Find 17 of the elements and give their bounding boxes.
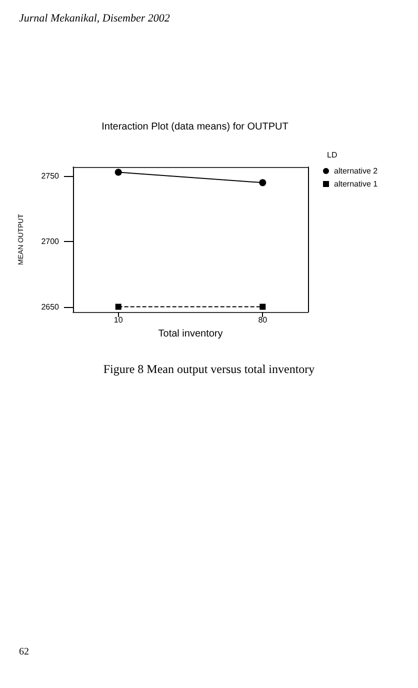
point [260, 304, 266, 310]
text: Jurnal Mekanikal, Disember 2002 [19, 12, 170, 24]
x-tick-label: 10 [114, 316, 124, 324]
legend-label: alternative 1 [334, 180, 378, 188]
point [115, 304, 122, 310]
point [114, 168, 122, 176]
legend-label: alternative 2 [334, 166, 378, 176]
y-tick-label: 2700 [41, 236, 60, 246]
text: 62 [19, 646, 29, 658]
point [259, 179, 266, 186]
caption: Figure 8 Mean output versus total inventory [103, 362, 315, 376]
y-tick-label: 2750 [41, 172, 60, 181]
y-tick-label: 2650 [41, 302, 60, 312]
x-tick-label: 80 [258, 316, 268, 324]
legend-title: LD [327, 150, 338, 160]
x-axis-title: Total inventory [158, 328, 223, 340]
chart-title: Interaction Plot (data means) for OUTPUT [102, 122, 288, 132]
